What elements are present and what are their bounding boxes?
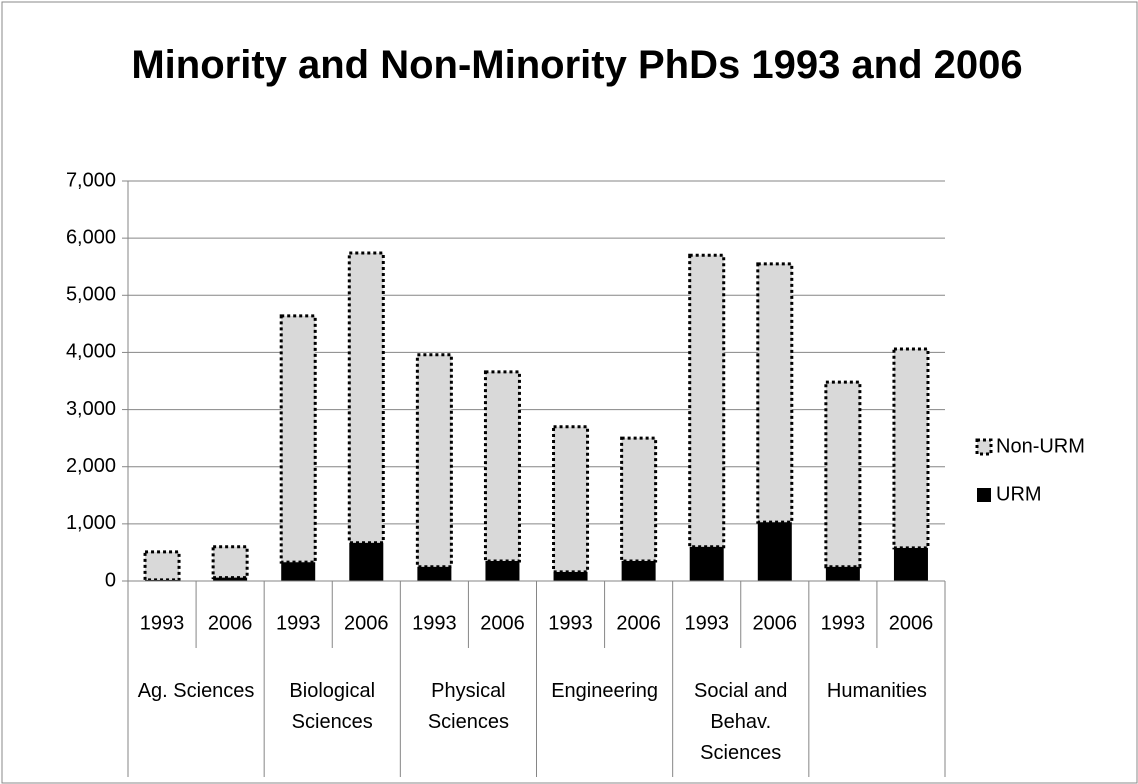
bar-segment: [213, 577, 248, 581]
bar-segment: [143, 550, 181, 582]
bar-segment: [620, 436, 658, 563]
x-tick-label: 2006: [889, 612, 934, 634]
legend-label: Non-URM: [996, 435, 1085, 457]
x-tick-label: 1993: [548, 612, 593, 634]
bar-segment: [417, 566, 452, 581]
bar-segment: [553, 571, 588, 581]
bar-segment: [688, 253, 726, 549]
group-label: Social and Behav. Sciences: [694, 680, 788, 764]
y-tick-label: 3,000: [66, 398, 116, 420]
x-tick-label: 2006: [344, 612, 389, 634]
x-tick-label: 1993: [276, 612, 321, 634]
bar-segment: [279, 314, 317, 564]
y-tick-label: 6,000: [66, 226, 116, 248]
group-label: Physical Sciences: [427, 680, 509, 733]
x-tick-label: 2006: [480, 612, 525, 634]
y-tick-label: 5,000: [66, 284, 116, 306]
bar-segment: [349, 542, 384, 581]
x-tick-label: 1993: [821, 612, 866, 634]
bar-segment: [824, 380, 862, 569]
bar-segment: [485, 561, 520, 581]
x-tick-label: 1993: [684, 612, 729, 634]
bar-segment: [621, 561, 656, 581]
x-tick-label: 2006: [208, 612, 253, 634]
y-tick-label: 0: [105, 569, 116, 591]
legend-label: URM: [996, 483, 1042, 505]
group-label: Ag. Sciences: [137, 680, 255, 702]
bar-segment: [757, 522, 792, 581]
bar-segment: [893, 547, 928, 581]
x-tick-label: 2006: [753, 612, 798, 634]
bar-segment: [552, 425, 590, 574]
bar-segment: [415, 353, 453, 569]
bar-segment: [892, 347, 930, 550]
group-label: Biological Sciences: [289, 680, 376, 733]
x-tick-label: 1993: [140, 612, 185, 634]
chart-title: Minority and Non-Minority PhDs 1993 and …: [131, 43, 1023, 87]
legend-swatch: [975, 438, 993, 456]
y-tick-label: 7,000: [66, 169, 116, 191]
y-tick-label: 1,000: [66, 512, 116, 534]
bar-segment: [281, 562, 316, 581]
x-tick-label: 1993: [412, 612, 457, 634]
bar-segment: [756, 262, 794, 524]
bar-segment: [483, 370, 521, 563]
group-label: Engineering: [551, 680, 658, 702]
bar-segment: [211, 545, 249, 580]
bar-segment: [825, 566, 860, 581]
x-tick-label: 2006: [616, 612, 661, 634]
y-tick-label: 4,000: [66, 341, 116, 363]
bar-segment: [347, 251, 385, 545]
y-tick-label: 2,000: [66, 455, 116, 477]
legend-swatch: [977, 488, 991, 502]
bar-segment: [689, 546, 724, 581]
group-label: Humanities: [826, 680, 927, 702]
